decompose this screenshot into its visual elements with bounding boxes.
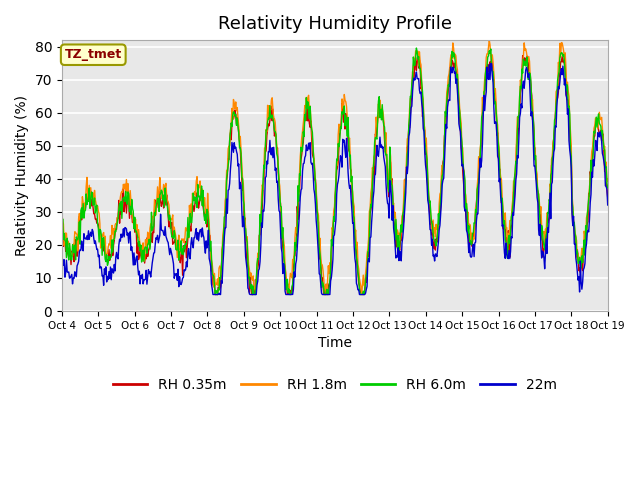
- RH 6.0m: [604, 185, 612, 191]
- 22m: [58, 256, 66, 262]
- RH 6.0m: [179, 252, 187, 258]
- RH 6.0m: [124, 189, 132, 195]
- RH 1.8m: [402, 175, 410, 180]
- RH 1.8m: [209, 261, 216, 266]
- RH 0.35m: [488, 52, 495, 58]
- RH 6.0m: [68, 257, 76, 263]
- Legend: RH 0.35m, RH 1.8m, RH 6.0m, 22m: RH 0.35m, RH 1.8m, RH 6.0m, 22m: [107, 372, 563, 397]
- Text: TZ_tmet: TZ_tmet: [65, 48, 122, 61]
- RH 0.35m: [402, 174, 410, 180]
- 22m: [604, 202, 612, 208]
- RH 0.35m: [209, 263, 216, 268]
- 22m: [402, 190, 410, 195]
- 22m: [179, 275, 187, 280]
- RH 6.0m: [58, 230, 66, 236]
- RH 1.8m: [58, 210, 66, 216]
- RH 6.0m: [419, 88, 426, 94]
- RH 1.8m: [124, 181, 132, 187]
- RH 0.35m: [124, 196, 132, 202]
- Line: RH 1.8m: RH 1.8m: [62, 40, 608, 295]
- X-axis label: Time: Time: [318, 336, 352, 350]
- RH 1.8m: [604, 176, 612, 181]
- 22m: [209, 292, 217, 298]
- RH 1.8m: [485, 37, 493, 43]
- Line: RH 0.35m: RH 0.35m: [62, 55, 608, 295]
- Y-axis label: Relativity Humidity (%): Relativity Humidity (%): [15, 95, 29, 256]
- RH 6.0m: [209, 272, 216, 277]
- RH 0.35m: [604, 194, 612, 200]
- Line: RH 6.0m: RH 6.0m: [62, 48, 608, 295]
- RH 6.0m: [211, 292, 219, 298]
- RH 0.35m: [68, 248, 76, 254]
- RH 0.35m: [58, 217, 66, 223]
- RH 1.8m: [321, 292, 328, 298]
- 22m: [418, 100, 426, 106]
- 22m: [487, 60, 495, 66]
- RH 1.8m: [179, 236, 187, 242]
- 22m: [209, 286, 216, 291]
- Line: 22m: 22m: [62, 63, 608, 295]
- RH 6.0m: [402, 180, 410, 186]
- 22m: [68, 272, 76, 277]
- RH 1.8m: [68, 251, 76, 256]
- 22m: [124, 230, 132, 236]
- Title: Relativity Humidity Profile: Relativity Humidity Profile: [218, 15, 452, 33]
- RH 6.0m: [413, 45, 420, 51]
- RH 0.35m: [179, 243, 187, 249]
- RH 0.35m: [418, 84, 426, 90]
- RH 0.35m: [211, 292, 219, 298]
- RH 1.8m: [418, 80, 426, 85]
